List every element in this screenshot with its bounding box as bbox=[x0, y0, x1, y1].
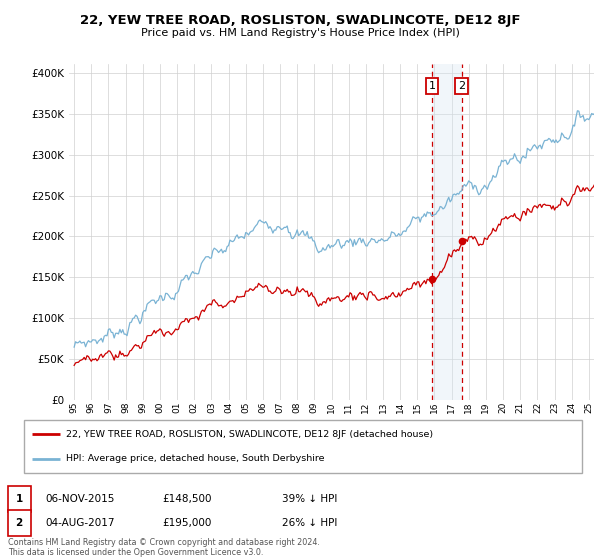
Text: 1: 1 bbox=[428, 81, 436, 91]
Text: 2: 2 bbox=[16, 518, 23, 528]
Text: £195,000: £195,000 bbox=[162, 518, 211, 528]
Text: HPI: Average price, detached house, South Derbyshire: HPI: Average price, detached house, Sout… bbox=[66, 454, 325, 463]
Text: 06-NOV-2015: 06-NOV-2015 bbox=[45, 494, 115, 504]
Text: 39% ↓ HPI: 39% ↓ HPI bbox=[282, 494, 337, 504]
Text: 22, YEW TREE ROAD, ROSLISTON, SWADLINCOTE, DE12 8JF: 22, YEW TREE ROAD, ROSLISTON, SWADLINCOT… bbox=[80, 14, 520, 27]
Text: Contains HM Land Registry data © Crown copyright and database right 2024.
This d: Contains HM Land Registry data © Crown c… bbox=[8, 538, 320, 557]
Text: 1: 1 bbox=[16, 494, 23, 504]
Text: 2: 2 bbox=[458, 81, 465, 91]
Text: 26% ↓ HPI: 26% ↓ HPI bbox=[282, 518, 337, 528]
Text: 04-AUG-2017: 04-AUG-2017 bbox=[45, 518, 115, 528]
Text: £148,500: £148,500 bbox=[162, 494, 212, 504]
Text: Price paid vs. HM Land Registry's House Price Index (HPI): Price paid vs. HM Land Registry's House … bbox=[140, 28, 460, 38]
Text: 22, YEW TREE ROAD, ROSLISTON, SWADLINCOTE, DE12 8JF (detached house): 22, YEW TREE ROAD, ROSLISTON, SWADLINCOT… bbox=[66, 430, 433, 439]
Bar bbox=[432, 64, 462, 400]
